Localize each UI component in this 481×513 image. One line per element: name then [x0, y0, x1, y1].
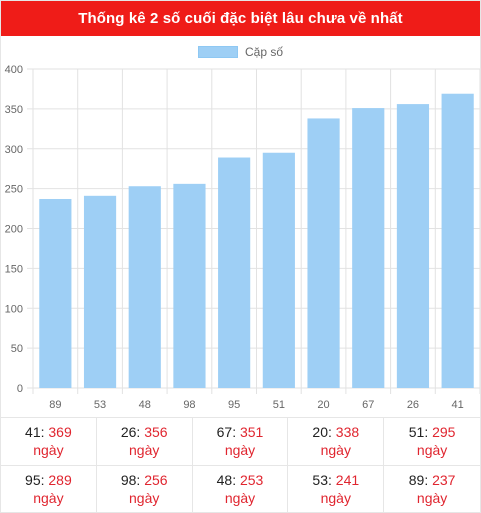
bar — [307, 118, 340, 388]
bar — [352, 108, 385, 388]
bar-chart: 0 50 100 150 200 250 300 350 400 89 53 48 98 95 51 20 67… — [1, 36, 480, 417]
x-tick-label: 95 — [228, 399, 240, 411]
stat-unit: ngày — [129, 442, 160, 459]
stat-cell: 89: 237 ngày — [384, 466, 480, 513]
stat-cell: 51: 295 ngày — [384, 418, 480, 466]
stat-number: 89 — [408, 471, 425, 488]
stat-cell: 67: 351 ngày — [192, 418, 289, 466]
stat-days: 253 — [239, 471, 264, 488]
stat-cell: 95: 289 ngày — [1, 465, 97, 513]
x-tick-label: 41 — [452, 399, 464, 411]
stat-unit: ngày — [416, 442, 448, 459]
x-tick-label: 26 — [407, 399, 419, 411]
y-tick-label: 250 — [5, 184, 23, 196]
stat-number: 51 — [408, 424, 425, 441]
stat-days: 237 — [432, 471, 456, 488]
bar — [83, 195, 117, 388]
x-tick-label: 67 — [362, 399, 374, 411]
x-tick-label: 89 — [49, 399, 61, 411]
stat-cell: 26: 356 ngày — [96, 418, 193, 466]
stat-cell: 98: 256 ngày — [96, 465, 193, 513]
x-tick-label: 20 — [317, 399, 329, 411]
stat-number: 53 — [312, 471, 328, 488]
bar — [396, 104, 430, 388]
stat-unit: ngày — [416, 489, 448, 506]
stat-cell: 41: 369 ngày — [1, 418, 97, 466]
stat-unit: ngày — [320, 489, 351, 506]
bar — [173, 183, 206, 388]
bar — [441, 93, 474, 388]
stat-number: 26 — [120, 424, 137, 441]
stat-days: 256 — [144, 471, 168, 488]
y-tick-label: 100 — [5, 303, 23, 315]
stat-number: 95 — [25, 471, 41, 488]
stat-number: 41 — [25, 424, 41, 441]
legend-swatch — [197, 46, 238, 58]
y-tick-label: 400 — [5, 64, 23, 76]
chart-canvas: 0 50 100 150 200 250 300 350 400 89 53 48 98 95 51 20 67… — [5, 64, 480, 411]
stat-unit: ngày — [129, 489, 160, 506]
chart-legend[interactable]: Cặp số — [1, 45, 480, 59]
stat-days: 295 — [432, 424, 456, 441]
y-tick-label: 200 — [5, 224, 23, 236]
y-tick-label: 350 — [5, 104, 23, 116]
stat-unit: ngày — [224, 442, 256, 459]
y-tick-label: 150 — [5, 263, 23, 275]
stat-cell: 20: 338 ngày — [288, 418, 385, 466]
stat-number: 98 — [120, 471, 137, 488]
stat-unit: ngày — [33, 442, 64, 459]
stats-grid: 41: 369 ngày 26: 356 ngày 67: 351 ngày 2… — [1, 417, 480, 513]
stat-unit: ngày — [320, 442, 351, 459]
stat-unit: ngày — [33, 489, 64, 506]
bar — [218, 157, 251, 388]
y-tick-label: 50 — [11, 343, 23, 355]
stat-cell: 48: 253 ngày — [192, 465, 289, 513]
y-tick-label: 300 — [5, 144, 23, 156]
stat-days: 338 — [335, 424, 360, 441]
bar — [128, 186, 161, 388]
x-tick-label: 51 — [273, 399, 285, 411]
stat-days: 369 — [48, 424, 72, 441]
widget-title: Thống kê 2 số cuối đặc biệt lâu chưa về … — [1, 1, 480, 36]
stat-days: 356 — [144, 424, 168, 441]
stat-number: 48 — [216, 471, 233, 488]
stat-number: 67 — [216, 424, 233, 441]
stat-cell: 53: 241 ngày — [288, 465, 385, 513]
stat-days: 351 — [239, 424, 264, 441]
stat-unit: ngày — [224, 489, 256, 506]
stat-days: 289 — [48, 471, 72, 488]
x-tick-label: 48 — [139, 399, 151, 411]
bar — [262, 152, 295, 388]
stat-days: 241 — [335, 471, 360, 488]
legend-label: Cặp số — [244, 45, 284, 59]
stat-number: 20 — [312, 424, 328, 441]
y-tick-label: 0 — [17, 383, 23, 395]
x-tick-label: 53 — [94, 399, 106, 411]
x-tick-label: 98 — [183, 399, 195, 411]
bar — [39, 198, 72, 388]
